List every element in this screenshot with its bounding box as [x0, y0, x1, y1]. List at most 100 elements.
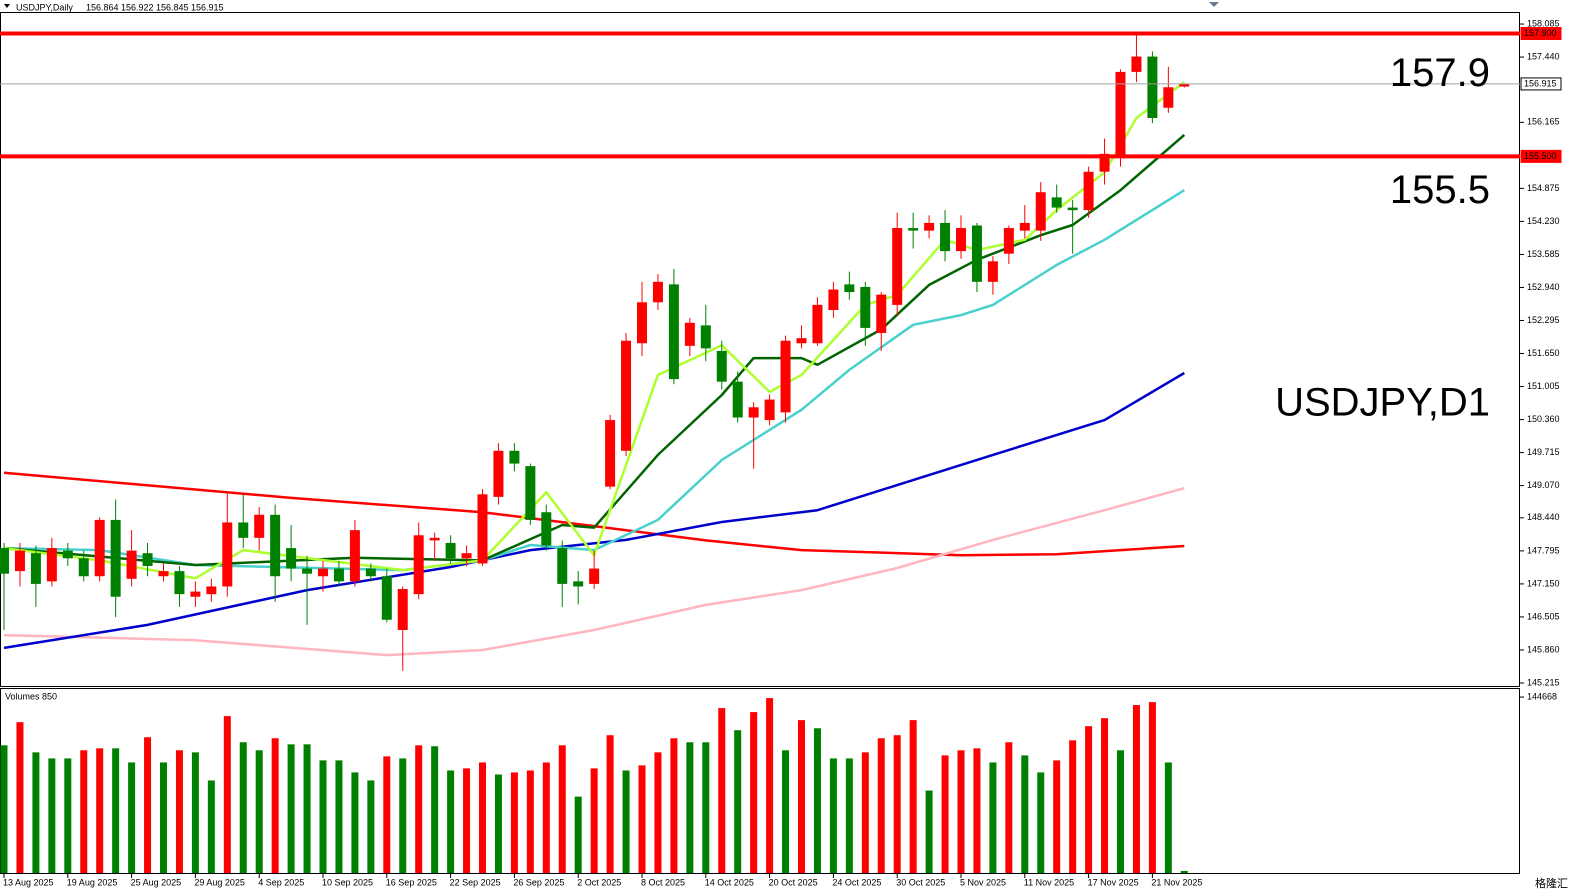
x-tick-label: 10 Sep 2025 [322, 877, 373, 887]
candle-body [1163, 87, 1174, 108]
x-tick-label: 21 Nov 2025 [1151, 877, 1202, 887]
candle-body [381, 576, 392, 620]
volume-bar [319, 760, 327, 873]
candle-body [668, 284, 679, 380]
volume-bar [64, 758, 72, 873]
volume-bar [526, 770, 534, 873]
candle-body [206, 586, 217, 595]
candle-body [318, 568, 328, 577]
candle-body [445, 542, 456, 559]
volume-bar [239, 742, 247, 873]
menu-arrow [4, 4, 10, 8]
volume-bar [1005, 742, 1013, 873]
volume-bar [160, 762, 167, 873]
candle-body [1179, 83, 1190, 87]
y-tick-label: 145.215 [1527, 677, 1560, 687]
volume-bar [973, 748, 981, 873]
volume-bar [207, 780, 215, 873]
close-value: 156.915 [191, 2, 224, 12]
volume-bar [574, 796, 582, 873]
y-tick-label: 148.440 [1527, 512, 1560, 522]
volume-bar [494, 774, 502, 873]
volume-bar [287, 744, 295, 873]
candle-body [397, 589, 408, 630]
volume-bar [1148, 702, 1156, 873]
candle-body [573, 581, 584, 587]
shift-arrow [1209, 2, 1219, 7]
y-tick-label: 151.005 [1527, 381, 1560, 391]
y-tick-label: 152.295 [1527, 315, 1560, 325]
volume-bar [367, 780, 375, 873]
price-label: 157.900 [1524, 28, 1557, 38]
candle-body [844, 284, 855, 293]
y-tick-label: 145.860 [1527, 644, 1560, 654]
candle-body [238, 522, 249, 538]
volume-bar [1053, 760, 1061, 873]
candle-body [46, 548, 57, 582]
watermark: 格隆汇 [1535, 876, 1568, 890]
candle-body [1051, 197, 1062, 208]
volume-bar [128, 762, 136, 873]
volume-bar [845, 758, 853, 873]
volume-bar [383, 756, 391, 873]
candle-body [780, 340, 791, 413]
volume-bar [415, 745, 423, 873]
x-tick-label: 20 Oct 2025 [769, 877, 818, 887]
candle-body [732, 381, 743, 418]
y-tick-label: 158.085 [1527, 18, 1560, 28]
volume-bar [606, 735, 614, 873]
candle-body [254, 514, 265, 538]
x-tick-label: 8 Oct 2025 [641, 877, 685, 887]
candle-body [1099, 153, 1110, 172]
volume-bar [112, 748, 120, 873]
volume-bar [510, 772, 518, 873]
candle-body [796, 338, 807, 344]
candle-body [365, 568, 376, 577]
x-tick-label: 14 Oct 2025 [705, 877, 754, 887]
candle-body [700, 325, 711, 349]
main-pane [0, 12, 1520, 687]
price-label: 155.500 [1524, 151, 1557, 161]
price-label-box [1520, 27, 1562, 41]
y-tick-label: 151.650 [1527, 348, 1560, 358]
candle-body [589, 568, 600, 584]
candle-body [222, 522, 233, 587]
moving-average [3, 189, 1185, 572]
volume-bar [0, 745, 8, 873]
y-tick-label: 144668 [1527, 691, 1557, 701]
y-tick-label: 157.440 [1527, 51, 1560, 61]
volume-bar [989, 762, 997, 873]
candle-body [62, 550, 73, 559]
candle-body [1115, 71, 1126, 157]
volume-bar [48, 758, 56, 873]
volume-bar [654, 752, 662, 873]
candle-body [0, 548, 9, 574]
annotation: 155.5 [1390, 168, 1490, 212]
volume-bar [877, 738, 885, 873]
volume-bar [447, 770, 455, 873]
annotation: USDJPY,D1 [1275, 381, 1490, 425]
candle-body [1003, 228, 1014, 254]
volume-bar [399, 758, 407, 873]
candle-body [940, 222, 951, 252]
candle-body [652, 281, 663, 303]
candle-body [987, 261, 998, 282]
volume-bar [303, 744, 311, 873]
y-tick-label: 154.875 [1527, 183, 1560, 193]
volume-bar [223, 716, 231, 873]
candle-body [1019, 222, 1030, 231]
candle-body [557, 548, 568, 584]
volume-bar [622, 770, 630, 873]
volume-bar [431, 746, 439, 873]
candle-body [78, 558, 89, 577]
volume-bar [829, 758, 837, 873]
volume-bar [702, 742, 710, 873]
y-tick-label: 149.715 [1527, 447, 1560, 457]
volume-bar [1117, 750, 1124, 873]
x-tick-label: 13 Aug 2025 [3, 877, 54, 887]
price-label-box [1520, 149, 1562, 163]
volume-bar [798, 720, 805, 873]
moving-average [3, 471, 1185, 557]
y-tick-label: 154.230 [1527, 216, 1560, 226]
